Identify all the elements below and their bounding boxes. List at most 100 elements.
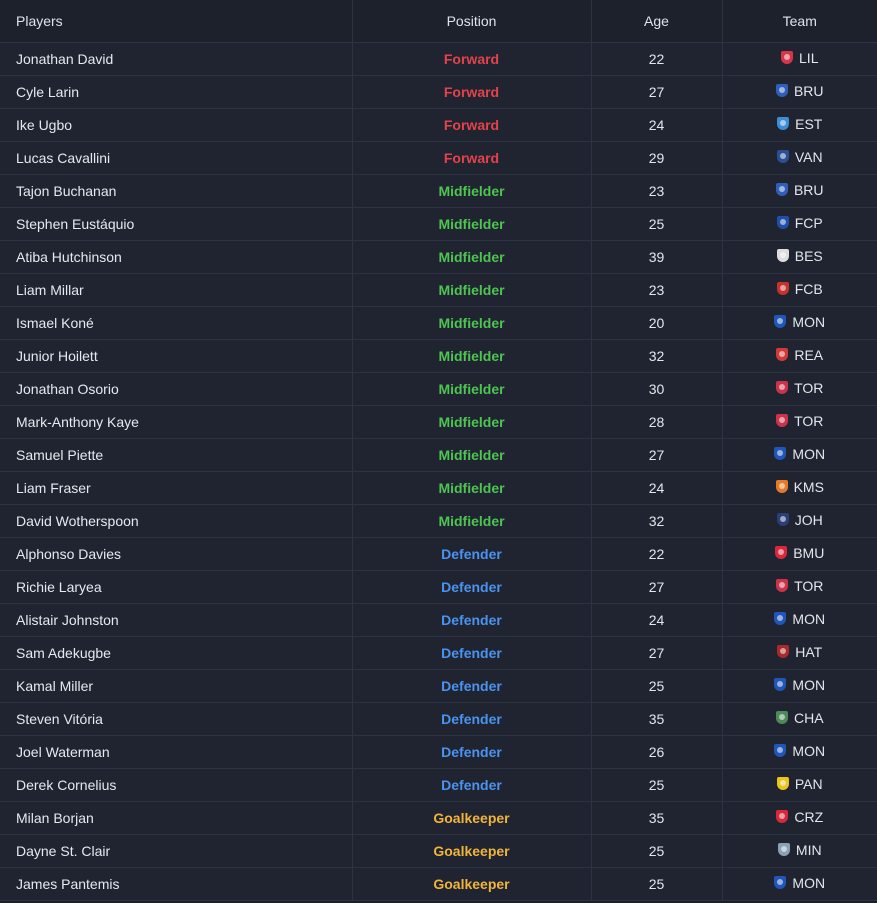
header-row: Players Position Age Team — [0, 0, 877, 43]
table-row[interactable]: Milan Borjan Goalkeeper 35 CRZ — [0, 801, 877, 835]
team-cell[interactable]: BES — [722, 240, 877, 274]
player-name[interactable]: Derek Cornelius — [0, 768, 353, 802]
table-row[interactable]: Liam Fraser Midfielder 24 KMS — [0, 471, 877, 505]
table-row[interactable]: Stephen Eustáquio Midfielder 25 FCP — [0, 207, 877, 241]
team-badge: EST — [777, 116, 822, 132]
table-row[interactable]: Alistair Johnston Defender 24 MON — [0, 603, 877, 637]
table-row[interactable]: Samuel Piette Midfielder 27 MON — [0, 438, 877, 472]
position-label: Midfielder — [352, 438, 592, 472]
team-cell[interactable]: BMU — [722, 537, 877, 571]
team-cell[interactable]: CHA — [722, 702, 877, 736]
team-cell[interactable]: TOR — [722, 372, 877, 406]
table-row[interactable]: Dayne St. Clair Goalkeeper 25 MIN — [0, 834, 877, 868]
team-cell[interactable]: MON — [722, 603, 877, 637]
position-label: Midfielder — [352, 240, 592, 274]
player-name[interactable]: Sam Adekugbe — [0, 636, 353, 670]
position-label: Midfielder — [352, 273, 592, 307]
player-name[interactable]: Alphonso Davies — [0, 537, 353, 571]
position-label: Defender — [352, 669, 592, 703]
table-row[interactable]: Sam Adekugbe Defender 27 HAT — [0, 636, 877, 670]
player-name[interactable]: Milan Borjan — [0, 801, 353, 835]
player-name[interactable]: Stephen Eustáquio — [0, 207, 353, 241]
vancouver-crest-icon — [776, 150, 789, 164]
team-cell[interactable]: CRZ — [722, 801, 877, 835]
player-name[interactable]: Jonathan Osorio — [0, 372, 353, 406]
table-row[interactable]: Mark-Anthony Kaye Midfielder 28 TOR — [0, 405, 877, 439]
team-cell[interactable]: PAN — [722, 768, 877, 802]
table-row[interactable]: Derek Cornelius Defender 25 PAN — [0, 768, 877, 802]
player-name[interactable]: Lucas Cavallini — [0, 141, 353, 175]
team-cell[interactable]: MIN — [722, 834, 877, 868]
table-row[interactable]: Alphonso Davies Defender 22 BMU — [0, 537, 877, 571]
player-name[interactable]: Joel Waterman — [0, 735, 353, 769]
player-name[interactable]: Alistair Johnston — [0, 603, 353, 637]
column-header-position[interactable]: Position — [352, 0, 592, 43]
player-name[interactable]: Liam Millar — [0, 273, 353, 307]
team-cell[interactable]: REA — [722, 339, 877, 373]
table-row[interactable]: James Pantemis Goalkeeper 25 MON — [0, 867, 877, 901]
table-row[interactable]: Steven Vitória Defender 35 CHA — [0, 702, 877, 736]
team-cell[interactable]: EST — [722, 108, 877, 142]
player-name[interactable]: Liam Fraser — [0, 471, 353, 505]
table-row[interactable]: Kamal Miller Defender 25 MON — [0, 669, 877, 703]
age-value: 32 — [591, 339, 723, 373]
team-cell[interactable]: MON — [722, 669, 877, 703]
table-row[interactable]: Lucas Cavallini Forward 29 VAN — [0, 141, 877, 175]
table-row[interactable]: Richie Laryea Defender 27 TOR — [0, 570, 877, 604]
team-cell[interactable]: VAN — [722, 141, 877, 175]
player-name[interactable]: Steven Vitória — [0, 702, 353, 736]
team-cell[interactable]: KMS — [722, 471, 877, 505]
player-name[interactable]: Kamal Miller — [0, 669, 353, 703]
table-row[interactable]: Tajon Buchanan Midfielder 23 BRU — [0, 174, 877, 208]
team-cell[interactable]: BRU — [722, 174, 877, 208]
player-name[interactable]: Ismael Koné — [0, 306, 353, 340]
team-cell[interactable]: JOH — [722, 504, 877, 538]
player-name[interactable]: Samuel Piette — [0, 438, 353, 472]
team-cell[interactable]: FCP — [722, 207, 877, 241]
team-code: KMS — [793, 478, 824, 495]
team-cell[interactable]: TOR — [722, 405, 877, 439]
team-cell[interactable]: FCB — [722, 273, 877, 307]
team-code: BMU — [793, 544, 825, 561]
team-cell[interactable]: LIL — [722, 42, 877, 76]
team-cell[interactable]: HAT — [722, 636, 877, 670]
table-row[interactable]: Liam Millar Midfielder 23 FCB — [0, 273, 877, 307]
column-header-team[interactable]: Team — [722, 0, 877, 43]
player-name[interactable]: Dayne St. Clair — [0, 834, 353, 868]
table-row[interactable]: David Wotherspoon Midfielder 32 JOH — [0, 504, 877, 538]
player-name[interactable]: Mark-Anthony Kaye — [0, 405, 353, 439]
team-cell[interactable]: MON — [722, 438, 877, 472]
player-name[interactable]: James Pantemis — [0, 867, 353, 901]
player-name[interactable]: Richie Laryea — [0, 570, 353, 604]
team-cell[interactable]: MON — [722, 306, 877, 340]
player-name[interactable]: Junior Hoilett — [0, 339, 353, 373]
table-row[interactable]: Jonathan David Forward 22 LIL — [0, 42, 877, 76]
team-cell[interactable]: MON — [722, 867, 877, 901]
table-row[interactable]: Cyle Larin Forward 27 BRU — [0, 75, 877, 109]
player-name[interactable]: Cyle Larin — [0, 75, 353, 109]
table-row[interactable]: Jonathan Osorio Midfielder 30 TOR — [0, 372, 877, 406]
montreal-crest-icon — [774, 447, 787, 461]
team-badge: FCP — [776, 215, 823, 231]
table-row[interactable]: Ismael Koné Midfielder 20 MON — [0, 306, 877, 340]
player-name[interactable]: Ike Ugbo — [0, 108, 353, 142]
column-header-age[interactable]: Age — [591, 0, 723, 43]
team-badge: TOR — [776, 380, 823, 396]
table-row[interactable]: Atiba Hutchinson Midfielder 39 BES — [0, 240, 877, 274]
team-cell[interactable]: MON — [722, 735, 877, 769]
team-cell[interactable]: TOR — [722, 570, 877, 604]
table-row[interactable]: Ike Ugbo Forward 24 EST — [0, 108, 877, 142]
position-label: Goalkeeper — [352, 867, 592, 901]
team-cell[interactable]: BRU — [722, 75, 877, 109]
player-name[interactable]: Tajon Buchanan — [0, 174, 353, 208]
player-name[interactable]: Atiba Hutchinson — [0, 240, 353, 274]
position-label: Midfielder — [352, 471, 592, 505]
player-name[interactable]: David Wotherspoon — [0, 504, 353, 538]
table-row[interactable]: Joel Waterman Defender 26 MON — [0, 735, 877, 769]
team-code: TOR — [794, 577, 824, 594]
table-row[interactable]: Junior Hoilett Midfielder 32 REA — [0, 339, 877, 373]
lille-crest-icon — [781, 51, 794, 65]
column-header-players[interactable]: Players — [0, 0, 353, 43]
position-label: Defender — [352, 636, 592, 670]
player-name[interactable]: Jonathan David — [0, 42, 353, 76]
